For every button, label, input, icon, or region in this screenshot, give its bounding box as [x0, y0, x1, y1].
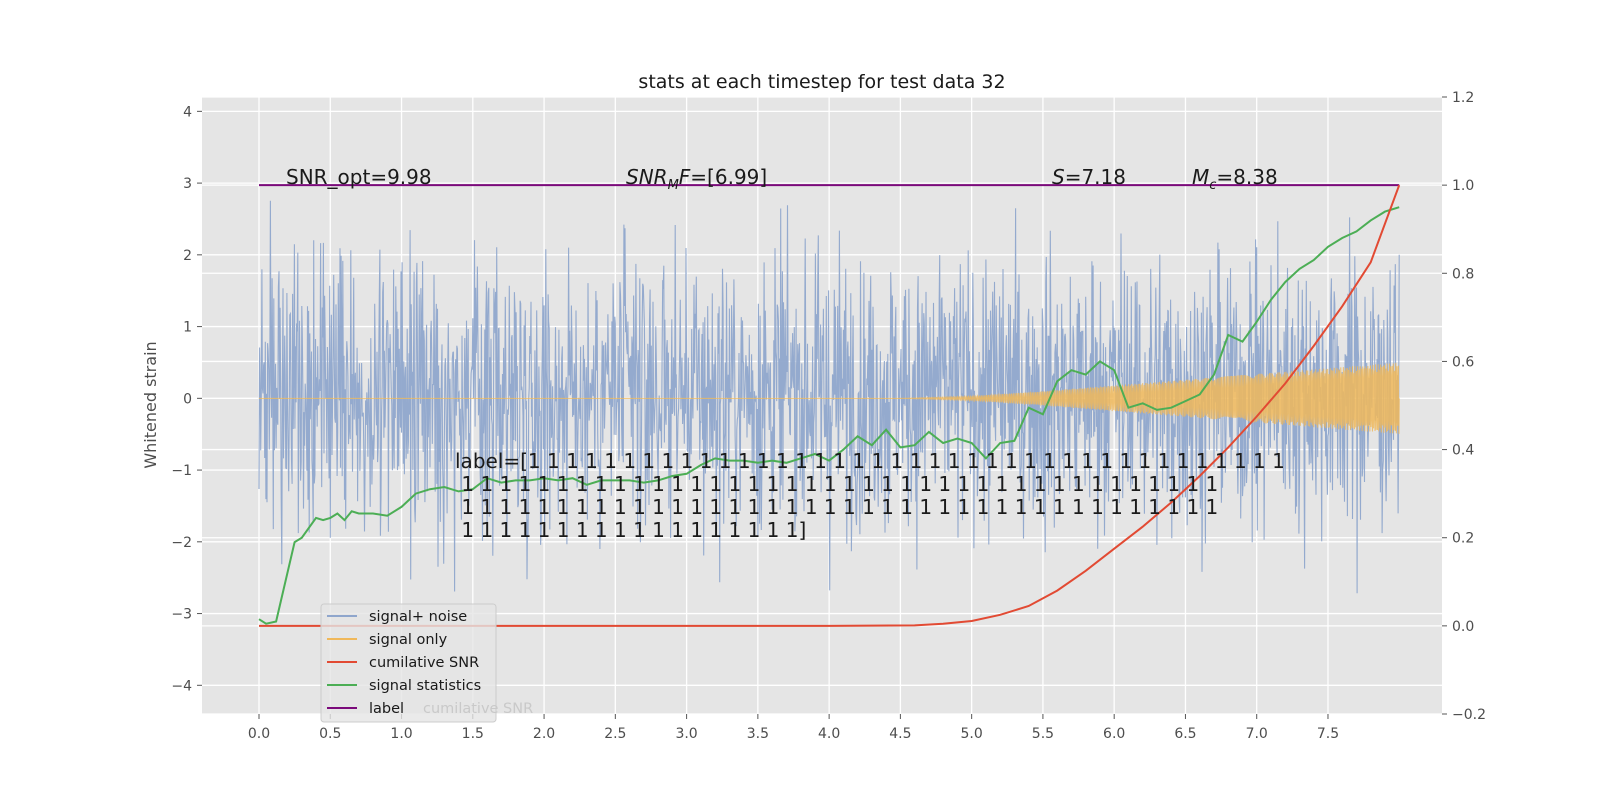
- y-left-tick-label: 0: [183, 391, 192, 407]
- x-tick-label: 1.5: [462, 726, 484, 742]
- x-tick-label: 2.5: [604, 726, 626, 742]
- annotation-mc-sub: c: [1209, 178, 1216, 193]
- series-line-signal-statistics: [258, 206, 1400, 625]
- y-right-tick-label: 1.2: [1452, 90, 1474, 106]
- y-right-tick-label: 0.8: [1452, 266, 1474, 282]
- annotation-s: S=7.18: [1052, 165, 1126, 189]
- legend-label-label: label: [369, 701, 404, 717]
- axes: 0.0 0.5 1.0 1.5 2.0 2.5 3.0 3.5 4.0 4.5 5.0 5.5 6.0 6…: [171, 90, 1486, 742]
- series-line-signal-noise: [258, 200, 1400, 594]
- y-right-tick-label: 0.6: [1452, 354, 1474, 370]
- legend-label-signal-noise: signal+ noise: [369, 609, 467, 625]
- y-right-tick-label: 0.0: [1452, 619, 1474, 635]
- series-signal-noise: [258, 200, 1400, 594]
- legend-ghost-text: cumilative SNR: [423, 701, 533, 717]
- x-tick-label: 6.5: [1174, 726, 1196, 742]
- y-right-tick-label: 1.0: [1452, 178, 1474, 194]
- y-left-tick-label: 4: [183, 104, 192, 120]
- annotation-snr-mf-value: =[6.99]: [690, 165, 767, 189]
- y-right-tick-label: −0.2: [1452, 707, 1486, 723]
- legend-label-signal-statistics: signal statistics: [369, 678, 481, 694]
- chart-title: stats at each timestep for test data 32: [638, 71, 1005, 93]
- x-tick-label: 3.5: [747, 726, 769, 742]
- y-left-tick-label: −1: [171, 463, 192, 479]
- y-left-tick-label: 3: [183, 176, 192, 192]
- x-tick-label: 3.0: [675, 726, 697, 742]
- series-line-signal-only: [259, 362, 1400, 434]
- annotation-s-value: =7.18: [1065, 165, 1126, 189]
- legend-label-cumulative-snr: cumilative SNR: [369, 655, 479, 671]
- annotation-mc-value: =8.38: [1216, 165, 1277, 189]
- annotation-snr-mf: SNRMF=[6.99]: [626, 165, 767, 193]
- x-tick-label: 7.5: [1317, 726, 1339, 742]
- annotation-label-line-2: 1 1 1 1 1 1 1 1 1 1 1 1 1 1 1 1 1 1 1 1 …: [455, 472, 1218, 496]
- annotation-label-line-3: 1 1 1 1 1 1 1 1 1 1 1 1 1 1 1 1 1 1 1 1 …: [455, 495, 1218, 519]
- y-left-tick-label: 1: [183, 320, 192, 336]
- legend-label-signal-only: signal only: [369, 632, 448, 648]
- annotation-label-line-4: 1 1 1 1 1 1 1 1 1 1 1 1 1 1 1 1 1 1]: [455, 518, 806, 542]
- x-tick-label: 0.5: [319, 726, 341, 742]
- annotation-mc-math: M: [1192, 165, 1209, 189]
- x-tick-label: 1.0: [390, 726, 412, 742]
- y-left-tick-label: −2: [171, 535, 192, 551]
- y-right-tick-label: 0.2: [1452, 531, 1474, 547]
- x-tick-label: 4.0: [818, 726, 840, 742]
- annotation-s-math: S: [1052, 165, 1065, 189]
- x-tick-label: 5.0: [961, 726, 983, 742]
- x-tick-label: 0.0: [248, 726, 270, 742]
- right-axis-series: [258, 184, 1401, 627]
- y-right-tick-label: 0.4: [1452, 443, 1474, 459]
- series-line-cumulative-snr: [259, 184, 1401, 627]
- x-tick-label: 6.0: [1103, 726, 1125, 742]
- annotation-snr-opt: SNR_opt=9.98: [286, 165, 432, 189]
- annotation-snr-mf-sub: M: [668, 178, 679, 193]
- legend-box: [320, 603, 497, 723]
- annotation-snr-mf-math2: F: [679, 165, 691, 189]
- grid: [202, 96, 1442, 715]
- annotation-label-line-1: label=[1 1 1 1 1 1 1 1 1 1 1 1 1 1 1 1 1…: [455, 449, 1285, 473]
- annotation-mc: Mc=8.38: [1192, 165, 1278, 193]
- series-signal-only: [259, 362, 1400, 434]
- legend: cumilative SNR signal+ noise signal only…: [320, 603, 533, 723]
- x-tick-label: 5.5: [1032, 726, 1054, 742]
- x-tick-label: 4.5: [889, 726, 911, 742]
- y-left-tick-label: −3: [171, 607, 192, 623]
- annotation-label: label=[1 1 1 1 1 1 1 1 1 1 1 1 1 1 1 1 1…: [455, 449, 1285, 542]
- y-axis-label: Whitened strain: [141, 341, 160, 468]
- y-left-tick-label: −4: [171, 678, 192, 694]
- y-left-tick-label: 2: [183, 248, 192, 264]
- x-tick-label: 2.0: [533, 726, 555, 742]
- x-tick-label: 7.0: [1246, 726, 1268, 742]
- annotation-snr-mf-math: SNR: [626, 165, 668, 189]
